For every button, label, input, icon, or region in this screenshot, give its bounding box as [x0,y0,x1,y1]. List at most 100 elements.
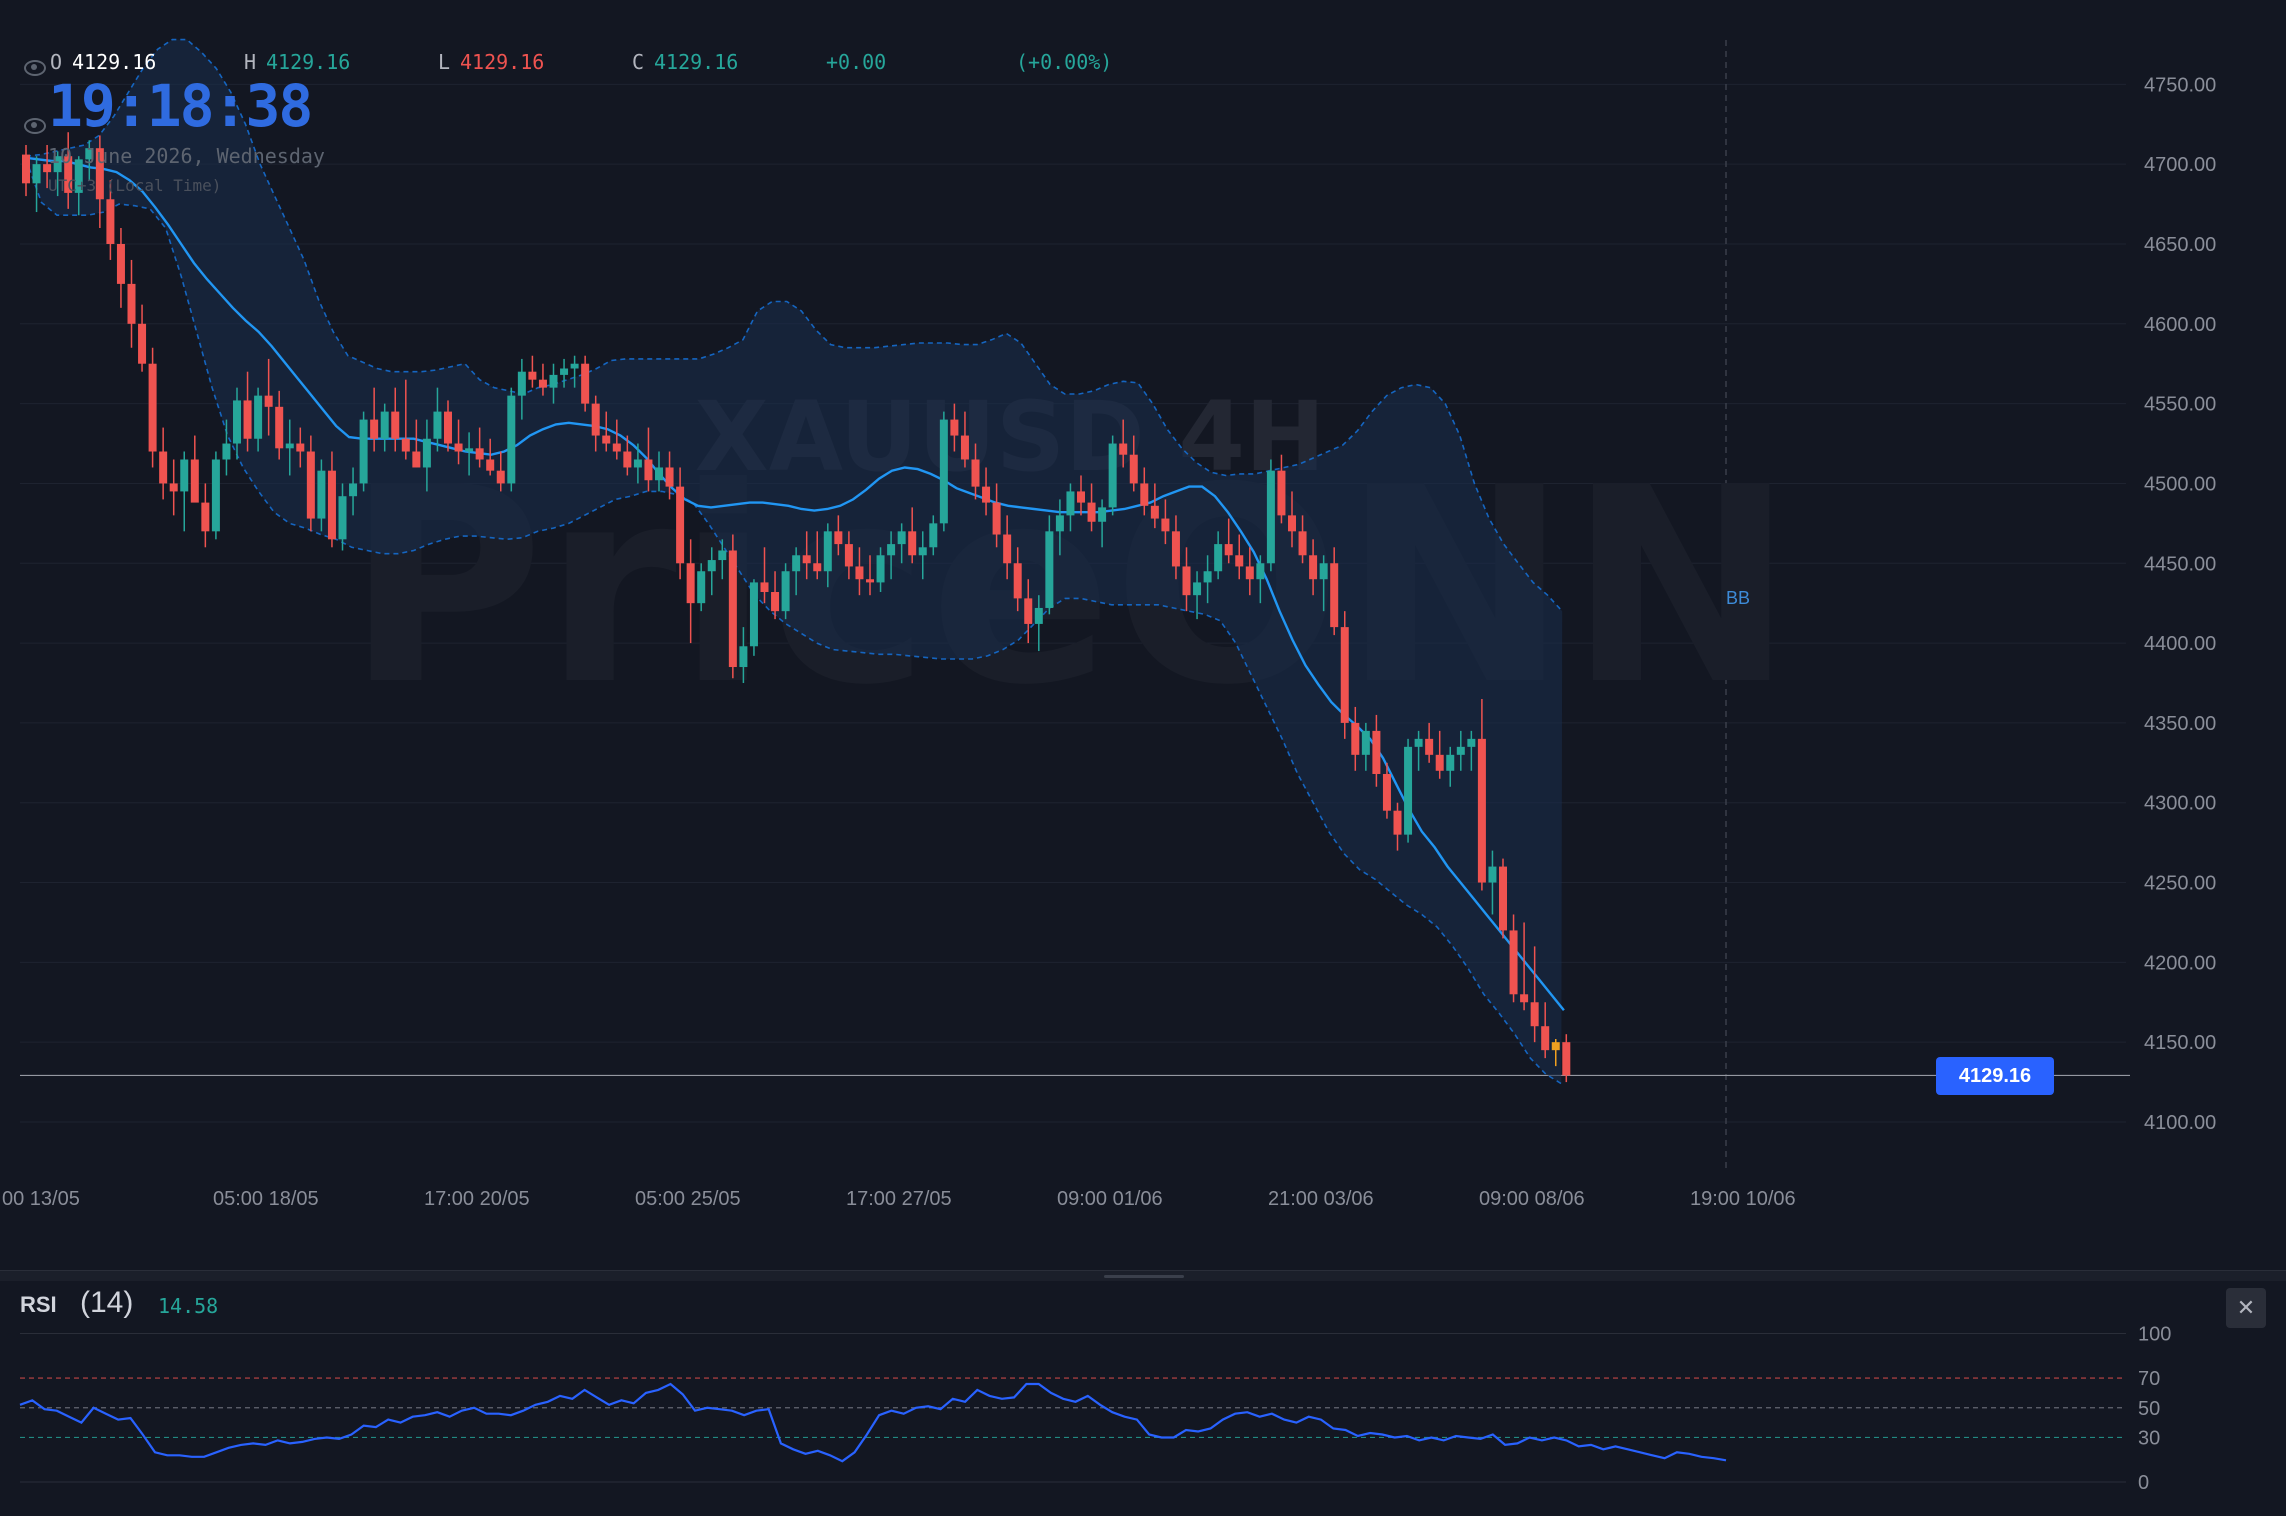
candle [1372,714,1381,787]
candle-body [1087,502,1096,522]
candle [138,304,147,372]
time-tick-label: 09:00 08/06 [1479,1188,1585,1210]
time-tick-label: 09:00 01/06 [1057,1188,1163,1210]
candle [1520,922,1529,1011]
candle [74,156,83,216]
candle [760,547,769,604]
rsi-tick-label: 30 [2138,1427,2160,1449]
candle-body [391,411,400,439]
candle-body [1446,754,1455,771]
candle-body [992,502,1001,535]
candle-body [1319,563,1328,580]
candle-body [1361,730,1370,755]
candle [549,363,558,404]
candle-body [1193,582,1202,596]
price-tick-label: 4300.00 [2144,793,2216,815]
candle [190,435,199,503]
candle-body [1509,930,1518,995]
candle [1456,730,1465,771]
candle [623,435,632,476]
eye-icon[interactable] [24,60,46,76]
candle [939,411,948,532]
candle-body [1256,563,1265,580]
candle-body [95,148,104,200]
candle-body [591,403,600,436]
candle-body [1013,563,1022,599]
candle-body [1288,515,1296,532]
candle [781,563,790,620]
candle-body [581,363,590,404]
time-tick-label: 00 13/05 [2,1188,80,1210]
candle [1530,946,1539,1043]
candle-body [106,199,115,244]
candle [1404,738,1413,843]
candle [1393,802,1402,851]
candle-body [887,544,896,556]
candle-body [655,467,663,481]
candle-body [401,438,410,452]
pane-resize-handle[interactable] [1104,1275,1184,1278]
candle-body [475,448,484,460]
bollinger-bands [25,38,1565,1085]
candle-body [285,443,294,449]
candle [1098,499,1107,548]
candle-body [296,443,305,452]
candle [327,451,336,548]
candle-body [370,419,379,439]
candle [718,539,727,580]
candle [148,347,157,468]
candle-body [317,470,326,519]
bb-indicator-label[interactable]: BB [1726,588,1751,608]
candle [1119,419,1128,468]
candle-body [1171,531,1180,567]
candle-body [306,451,315,519]
candle-body [53,156,62,173]
candle-body [486,459,495,471]
candle [422,419,431,492]
candle-body [939,419,948,524]
eye-icon[interactable] [24,118,46,134]
candle-body [1045,531,1054,608]
candle-body [349,483,358,497]
candle-body [866,579,874,583]
candle [116,228,125,308]
candle-body [771,591,780,612]
candle [1129,435,1138,492]
candle [254,387,263,452]
close-rsi-button[interactable]: ✕ [2226,1288,2266,1328]
candle [1077,475,1085,516]
price-tick-label: 4750.00 [2144,74,2216,96]
candle [1140,467,1149,516]
candle [222,419,231,476]
candle-body [1098,507,1107,522]
candle [507,387,516,492]
price-grid [20,40,2130,1170]
low-value: 4129.16 [460,50,545,74]
candle-body [802,555,811,564]
candle-body [74,159,83,193]
candle-body [496,470,505,484]
candle-body [982,486,991,503]
candle [1425,722,1434,763]
candle-body [570,363,579,369]
candle-body [1562,1042,1571,1076]
candle [918,531,927,580]
candle [866,555,874,596]
price-tick-label: 4650.00 [2144,234,2216,256]
time-tick-label: 17:00 20/05 [424,1188,530,1210]
candle-body [876,555,885,583]
candle-body [64,156,73,193]
candle-body [1520,994,1529,1003]
candle [1446,746,1455,787]
candle-body [528,371,537,380]
candle [1182,547,1191,612]
candle [813,531,822,580]
candle-body [180,459,189,492]
candle [1467,730,1476,771]
candle-body [1298,531,1307,556]
candle-body [1182,566,1191,596]
candle-body [1066,491,1075,516]
candle-body [823,531,832,572]
